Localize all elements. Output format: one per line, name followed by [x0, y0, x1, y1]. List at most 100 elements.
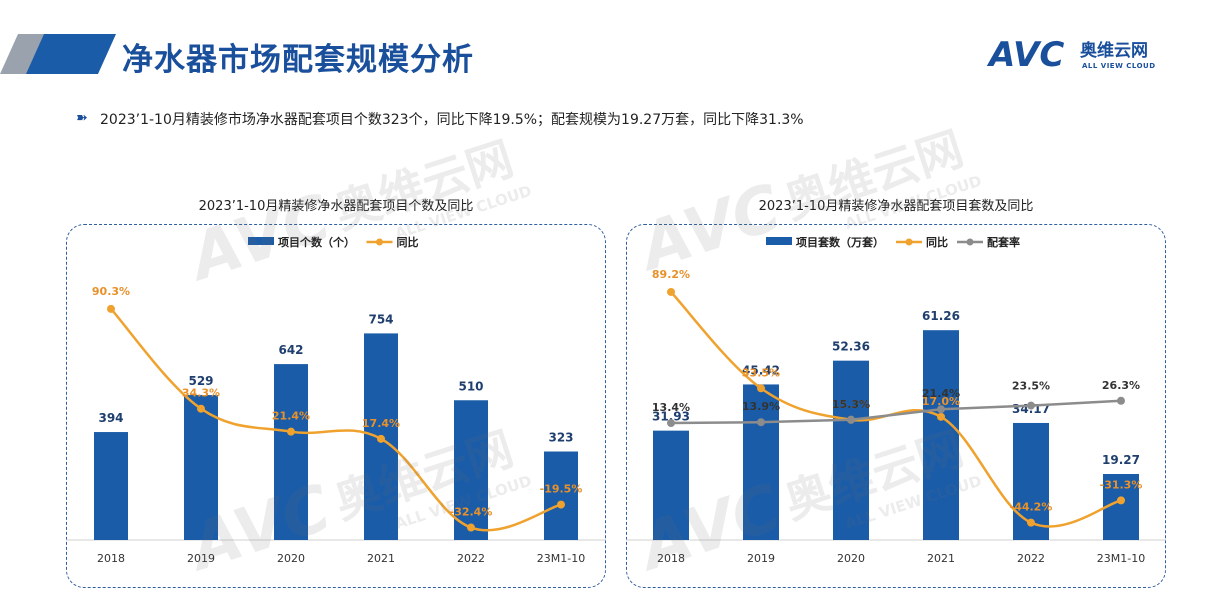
- line-value-label: 90.3%: [92, 285, 130, 298]
- bar-2020: [274, 364, 308, 540]
- chart-2: 项目套数（万套）同比配套率31.9345.4252.3661.2634.1719…: [626, 235, 1166, 565]
- line-point: [667, 419, 675, 428]
- chart-1-panel: [66, 224, 606, 588]
- bar-value-label: 394: [98, 411, 123, 425]
- page-title: 净水器市场配套规模分析: [122, 42, 474, 78]
- line-point: [1117, 496, 1125, 505]
- legend-label: 配套率: [987, 235, 1020, 249]
- bar-value-label: 529: [188, 374, 213, 388]
- x-tick-label: 2022: [1017, 552, 1045, 565]
- line-point: [757, 384, 765, 393]
- x-tick-label: 2021: [367, 552, 395, 565]
- line-point: [1027, 518, 1035, 527]
- bar-23M1-10: [544, 451, 578, 540]
- legend-bar-swatch: [766, 237, 792, 245]
- header-decoration: [0, 34, 116, 74]
- chart-2-panel: [626, 224, 1166, 588]
- chart-1-title: 2023’1-10月精装修净水器配套项目个数及同比: [198, 199, 474, 214]
- line-value-label: -32.4%: [450, 506, 493, 519]
- x-tick-label: 2022: [457, 552, 485, 565]
- legend-item: 配套率: [957, 235, 1020, 249]
- bar-value-label: 754: [368, 312, 393, 326]
- line-point: [937, 405, 945, 414]
- legend-bar-swatch: [248, 237, 274, 245]
- x-tick-label: 2018: [97, 552, 125, 565]
- line-value-label: -44.2%: [1010, 501, 1053, 514]
- line-point: [557, 500, 565, 509]
- x-tick-label: 2019: [747, 552, 775, 565]
- line-value-label: 89.2%: [652, 268, 690, 281]
- legend-label: 项目个数（个）: [278, 235, 355, 249]
- legend-item: 同比: [366, 235, 419, 249]
- line-yoy: [670, 291, 1122, 528]
- line-value-label: 21.4%: [272, 410, 310, 423]
- line-value-label: 13.9%: [742, 400, 780, 413]
- bar-value-label: 19.27: [1102, 453, 1140, 467]
- bullet-arrow-icon: ➽: [76, 110, 88, 126]
- legend-label: 同比: [926, 235, 948, 249]
- x-tick-label: 2020: [837, 552, 865, 565]
- x-tick-label: 2019: [187, 552, 215, 565]
- bar-2018: [653, 430, 689, 540]
- line-value-label: 21.4%: [922, 387, 960, 400]
- logo-text: AVC: [986, 35, 1064, 75]
- x-tick-label: 23M1-10: [1097, 552, 1145, 565]
- bar-value-label: 45.42: [742, 363, 780, 377]
- bar-2019: [184, 395, 218, 540]
- line-value-label: 34.3%: [182, 387, 220, 400]
- bar-23M1-10: [1103, 474, 1139, 540]
- legend-line-marker: [966, 238, 974, 246]
- logo-english-name: ALL VIEW CLOUD: [1082, 62, 1156, 70]
- chart-2-title: 2023’1-10月精装修净水器配套项目套数及同比: [758, 199, 1034, 214]
- bar-value-label: 642: [278, 343, 303, 357]
- line-point: [287, 427, 295, 436]
- bar-value-label: 510: [458, 379, 483, 393]
- legend-item: 项目套数（万套）: [766, 235, 884, 249]
- line-value-label: 33.5%: [742, 366, 780, 379]
- line-point: [937, 412, 945, 421]
- bar-2019: [743, 384, 779, 540]
- bar-2018: [94, 432, 128, 540]
- line-value-label: 23.5%: [1012, 380, 1050, 393]
- line-value-label: -31.3%: [1100, 478, 1143, 491]
- line-point: [1027, 401, 1035, 410]
- bar-2022: [454, 400, 488, 540]
- line-point: [197, 404, 205, 413]
- legend-item: 同比: [896, 235, 948, 249]
- legend-label: 项目套数（万套）: [796, 235, 884, 249]
- bar-2021: [923, 330, 959, 540]
- bar-value-label: 52.36: [832, 340, 870, 354]
- line-point: [467, 523, 475, 532]
- line-value-label: 17.4%: [362, 417, 400, 430]
- line-rate: [670, 399, 1122, 425]
- line-value-label: 26.3%: [1102, 379, 1140, 392]
- line-point: [757, 418, 765, 427]
- legend-item: 项目个数（个）: [248, 235, 355, 249]
- x-tick-label: 23M1-10: [537, 552, 585, 565]
- bar-2020: [833, 360, 869, 540]
- logo-chinese-name: 奥维云网: [1080, 41, 1148, 61]
- line-value-label: 13.4%: [652, 401, 690, 414]
- bar-value-label: 31.93: [652, 410, 690, 424]
- line-point: [1117, 396, 1125, 405]
- line-point: [667, 287, 675, 296]
- chart-1: 项目个数（个） 同比 394 529 642 754 510 323 90.3% 34.3% 21.…: [66, 235, 606, 565]
- x-tick-label: 2020: [277, 552, 305, 565]
- line-value-label: 15.3%: [832, 398, 870, 411]
- bar-value-label: 61.26: [922, 309, 960, 323]
- line-value-label: 17.0%: [922, 395, 960, 408]
- line-value-label: 15.3%: [832, 398, 870, 411]
- line-point: [377, 434, 385, 443]
- legend-line-marker: [376, 238, 383, 246]
- line-value-label: -19.5%: [540, 483, 583, 496]
- x-tick-label: 2018: [657, 552, 685, 565]
- x-tick-label: 2021: [927, 552, 955, 565]
- line-yoy: [110, 308, 562, 532]
- avc-logo: AVC: [986, 35, 1064, 75]
- line-point: [847, 415, 855, 424]
- line-point: [107, 304, 115, 313]
- legend-label: 同比: [397, 235, 419, 249]
- bar-value-label: 323: [548, 430, 573, 444]
- legend-line-marker: [905, 238, 913, 246]
- summary-text: 2023’1-10月精装修市场净水器配套项目个数323个，同比下降19.5%；配…: [100, 112, 804, 128]
